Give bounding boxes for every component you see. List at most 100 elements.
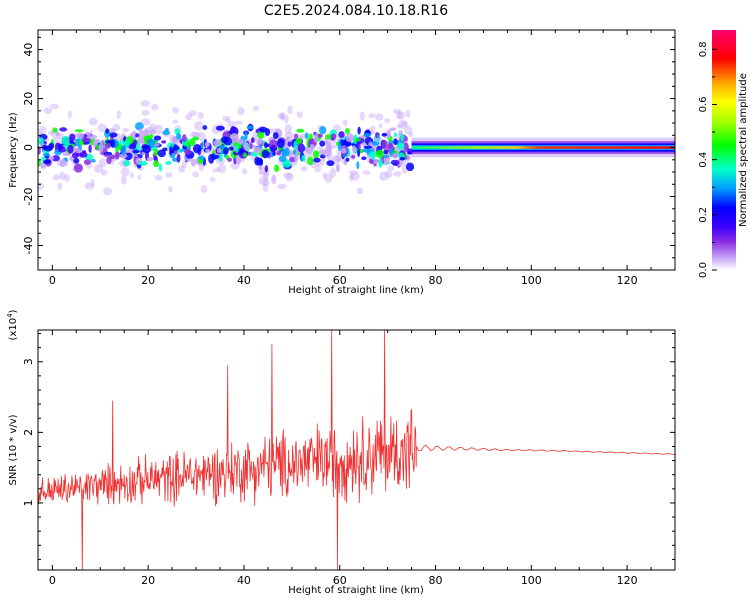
spectrogram-cell [38, 125, 47, 135]
spectrogram-cell [384, 118, 391, 124]
spectrogram-cell [253, 146, 262, 154]
spectrogram-cell [320, 158, 325, 166]
spectrogram-cell [350, 172, 360, 181]
spectrogram-cell [390, 153, 400, 159]
spectrogram-cell [262, 183, 269, 192]
spectrogram-cell [218, 164, 227, 174]
spectrogram-cell [297, 143, 306, 153]
spectrogram-cell [393, 171, 402, 177]
spectrogram-cell [216, 147, 222, 154]
x-tick-label: 100 [521, 574, 542, 587]
spectrogram-cell [307, 156, 314, 166]
spectrogram-cell [132, 149, 140, 154]
spectrogram-cell [138, 127, 143, 136]
snr-x-label: Height of straight line (km) [288, 585, 424, 596]
spectrogram-cell [78, 140, 84, 146]
spectrogram-cell [333, 156, 341, 162]
spectrogram-x-label: Height of straight line (km) [288, 285, 424, 296]
spectrogram-cell [359, 111, 366, 121]
spectrogram-cell [38, 158, 41, 167]
y-tick-label: 2 [22, 429, 35, 436]
spectrogram-axes: 0 20 40 60 80 100 120 -40 -20 0 20 40 [22, 30, 676, 287]
colorbar-tick-label: 0.8 [698, 41, 709, 57]
spectrogram-cell [38, 146, 41, 155]
spectrogram-cell [98, 158, 108, 168]
spectrogram-cell [162, 130, 170, 136]
spectrogram-cell [137, 175, 142, 180]
spectrogram-cell [79, 151, 88, 158]
spectrogram-cell [271, 144, 276, 153]
spectrogram-cell [277, 183, 287, 190]
spectrogram-cell [52, 127, 58, 133]
spectrogram-cell [120, 145, 127, 155]
spectrogram-cell [153, 143, 160, 147]
spectrogram-cell [227, 120, 237, 128]
spectrogram-cell [223, 136, 232, 146]
spectrogram-cell [408, 131, 414, 137]
spectrogram-cell [90, 158, 96, 163]
spectrogram-cell [172, 145, 180, 151]
spectrogram-cell [73, 163, 83, 173]
spectrogram-cell [340, 147, 347, 154]
x-tick-label: 20 [141, 574, 155, 587]
spectrogram-cell [294, 133, 299, 140]
spectrogram-cell [222, 115, 231, 122]
spectrogram-cell [282, 161, 292, 168]
spectrogram-cell [135, 133, 140, 138]
spectrogram-cell [234, 120, 244, 125]
spectrogram-cell [213, 139, 222, 147]
spectrogram-cell [389, 148, 394, 156]
spectrogram-cell [222, 147, 229, 155]
spectrogram-cell [387, 165, 395, 171]
spectrogram-cell [189, 131, 199, 138]
spectrogram-cell [360, 142, 367, 146]
spectrogram-cell [48, 142, 55, 150]
spectrogram-cell [287, 141, 292, 147]
spectrogram-cell [141, 109, 150, 116]
spectrogram-cell [205, 148, 211, 153]
spectrogram-cell [378, 158, 383, 168]
y-tick-label: 0 [22, 144, 35, 151]
spectrogram-cell [396, 142, 405, 150]
colorbar-gradient [712, 30, 736, 270]
spectrogram-cell [269, 127, 274, 134]
spectrogram-cell [375, 149, 385, 159]
spectrogram-cell [122, 128, 129, 133]
spectrogram-cell [357, 147, 361, 158]
spectrogram-cell [161, 140, 167, 144]
spectrogram-cell [344, 142, 353, 146]
y-tick-label: -40 [22, 237, 35, 255]
spectrogram-cell [314, 164, 322, 173]
spectrogram-cell [405, 162, 415, 172]
spectrogram-cell [209, 177, 216, 182]
spectrogram-cell [168, 185, 173, 193]
spectrogram-cell [383, 149, 389, 155]
spectrogram-cell [249, 142, 253, 150]
spectrogram-cell [119, 153, 128, 159]
spectrogram-cell [379, 171, 389, 181]
spectrogram-cell [405, 109, 411, 118]
spectrogram-cell [71, 152, 79, 159]
spectrogram-cell [373, 163, 377, 167]
spectrogram-cell [349, 173, 354, 182]
spectrogram-cell [153, 148, 159, 157]
spectrogram-cell [237, 148, 246, 154]
spectrogram-cell [378, 122, 383, 129]
y-tick-label: 20 [22, 92, 35, 106]
spectrogram-cell [59, 171, 66, 181]
spectrogram-cell [185, 113, 193, 121]
spectrogram-cell [123, 160, 131, 167]
spectrogram-cell [74, 138, 81, 147]
spectrogram-cell [329, 168, 337, 178]
spectrogram-cell [257, 130, 265, 140]
spectrogram-cell [67, 144, 74, 154]
spectrogram-cell [344, 128, 350, 135]
spectrogram-cell [330, 133, 337, 140]
spectrogram-cell [362, 170, 371, 175]
spectrogram-cell [174, 128, 181, 135]
spectrogram-cell [375, 133, 380, 139]
x-tick-label: 0 [49, 574, 56, 587]
spectrogram-cell [323, 147, 332, 158]
spectrogram-cell [235, 154, 242, 165]
